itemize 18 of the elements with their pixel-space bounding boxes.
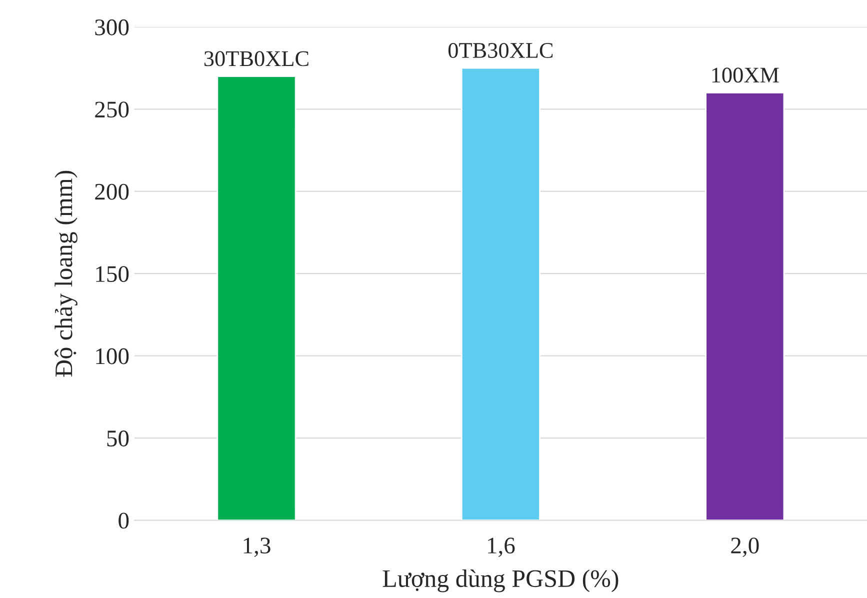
x-tick-label: 1,3 — [244, 538, 270, 557]
annotation: 30TB0XLC — [204, 51, 308, 66]
bar — [705, 92, 785, 520]
y-tick-label: 50 — [107, 430, 129, 446]
bar — [460, 67, 540, 520]
y-axis-title: Độ chảy loang (mm) — [54, 170, 78, 377]
y-tick-label: 300 — [95, 19, 129, 36]
y-tick-label: 150 — [96, 266, 129, 282]
annotation: 100XM — [712, 68, 779, 83]
annotation: 0TB30XLC — [448, 42, 553, 58]
y-tick-label: 100 — [96, 348, 129, 364]
y-tick-label: 0 — [118, 512, 129, 529]
y-tick-label: 250 — [95, 102, 129, 118]
x-tick-label: 2,0 — [731, 538, 759, 557]
x-axis-title: Lượng dùng PGSD (%) — [382, 569, 618, 592]
y-tick-label: 200 — [95, 184, 129, 200]
x-tick-label: 1,6 — [488, 538, 515, 557]
bar — [216, 76, 296, 520]
